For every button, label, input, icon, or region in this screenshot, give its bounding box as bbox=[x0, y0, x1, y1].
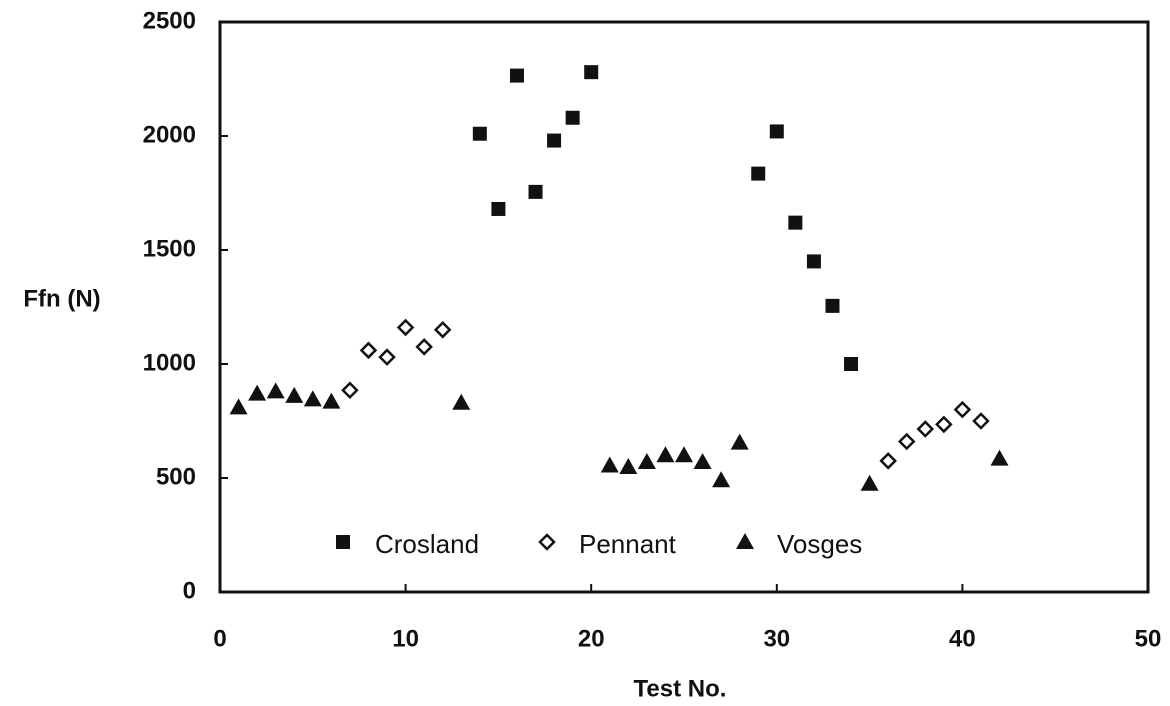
y-axis-label: Ffn (N) bbox=[23, 285, 100, 312]
point bbox=[990, 449, 1009, 466]
point bbox=[359, 341, 378, 360]
point bbox=[303, 390, 322, 407]
point bbox=[584, 65, 599, 80]
legend-label: Crosland bbox=[375, 529, 479, 559]
point bbox=[860, 474, 879, 491]
x-tick-label: 0 bbox=[213, 625, 226, 652]
point bbox=[788, 215, 803, 230]
point bbox=[769, 124, 784, 139]
x-tick-label: 50 bbox=[1135, 625, 1162, 652]
y-tick-label: 1500 bbox=[143, 235, 196, 262]
point bbox=[693, 453, 712, 470]
point bbox=[248, 384, 267, 401]
legend-label: Vosges bbox=[777, 529, 862, 559]
legend-marker bbox=[538, 533, 556, 551]
y-tick-label: 2500 bbox=[143, 7, 196, 34]
point bbox=[547, 133, 562, 148]
point bbox=[491, 201, 506, 216]
point bbox=[600, 456, 619, 473]
x-tick-label: 30 bbox=[763, 625, 790, 652]
x-axis-label: Test No. bbox=[634, 675, 727, 702]
point bbox=[879, 452, 897, 470]
y-tick-label: 2000 bbox=[143, 121, 196, 148]
point bbox=[751, 166, 766, 181]
point bbox=[341, 381, 359, 399]
point bbox=[897, 432, 916, 451]
point bbox=[972, 412, 990, 430]
point bbox=[712, 471, 731, 488]
point bbox=[935, 415, 953, 434]
point bbox=[266, 382, 285, 399]
x-tick-label: 20 bbox=[578, 625, 605, 652]
point bbox=[844, 357, 859, 371]
x-tick-label: 10 bbox=[392, 625, 419, 652]
y-tick-label: 1000 bbox=[143, 349, 196, 376]
point bbox=[916, 420, 935, 438]
legend-label: Pennant bbox=[579, 529, 677, 559]
point bbox=[730, 433, 749, 450]
point bbox=[528, 184, 543, 199]
point bbox=[619, 458, 638, 475]
point bbox=[472, 126, 487, 141]
point bbox=[452, 393, 471, 410]
point bbox=[806, 254, 821, 269]
plot-frame bbox=[218, 20, 1150, 594]
point bbox=[322, 392, 341, 409]
point bbox=[825, 298, 840, 313]
point bbox=[285, 386, 304, 403]
legend-marker bbox=[736, 533, 754, 549]
point bbox=[953, 400, 972, 419]
legend-marker bbox=[336, 535, 350, 549]
point bbox=[637, 453, 656, 470]
point bbox=[415, 338, 433, 356]
point bbox=[565, 110, 580, 125]
y-tick-label: 500 bbox=[156, 463, 196, 490]
point bbox=[656, 446, 675, 463]
x-tick-label: 40 bbox=[949, 625, 976, 652]
point bbox=[675, 446, 693, 463]
point bbox=[396, 318, 415, 337]
point bbox=[229, 398, 248, 415]
point bbox=[433, 321, 452, 339]
point bbox=[509, 68, 524, 83]
y-tick-label: 0 bbox=[183, 577, 196, 604]
point bbox=[378, 348, 396, 366]
